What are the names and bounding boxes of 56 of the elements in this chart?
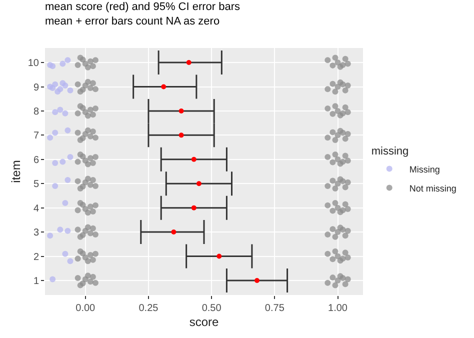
point — [50, 63, 56, 70]
point — [60, 60, 66, 67]
point — [216, 254, 222, 259]
point — [52, 130, 58, 136]
point — [52, 160, 58, 166]
x-tick-label: 0.75 — [264, 303, 285, 314]
point — [186, 60, 192, 66]
point — [62, 250, 68, 257]
x-tick-label: 0.50 — [202, 303, 222, 314]
y-tick-label: 3 — [33, 228, 40, 239]
point — [191, 156, 196, 162]
point — [64, 228, 71, 234]
y-tick-label: 1 — [33, 276, 40, 287]
y-axis-title: item — [9, 160, 24, 183]
point — [54, 88, 61, 95]
x-axis-title: score — [189, 314, 219, 329]
point — [57, 106, 64, 113]
point — [50, 84, 56, 91]
point — [64, 127, 71, 134]
point — [64, 57, 71, 64]
legend-label: Not missing — [409, 183, 456, 194]
y-tick-label: 7 — [33, 130, 40, 142]
y-tick-label: 6 — [33, 154, 40, 166]
point — [67, 258, 74, 264]
point — [50, 276, 56, 282]
legend-label: Missing — [409, 164, 440, 174]
x-tick-label: 0.00 — [76, 303, 96, 314]
point — [52, 183, 58, 190]
point — [57, 226, 64, 233]
y-tick-label: 4 — [33, 203, 40, 214]
y-tick-label: 10 — [28, 58, 40, 70]
y-tick-label: 5 — [33, 179, 40, 190]
point — [62, 110, 68, 116]
point — [178, 132, 184, 138]
y-tick-label: 9 — [33, 82, 40, 94]
y-tick-label: 2 — [33, 252, 40, 263]
point — [196, 181, 202, 186]
point — [161, 84, 166, 90]
point — [64, 176, 71, 183]
y-tick-label: 8 — [33, 106, 40, 118]
x-tick-label: 1.00 — [328, 303, 348, 314]
point — [52, 109, 58, 116]
point — [67, 154, 74, 160]
x-tick-label: 0.25 — [138, 303, 159, 314]
point — [171, 230, 176, 235]
point — [178, 108, 184, 114]
point — [60, 80, 66, 86]
chart-title: mean score (red) and 95% CI error bars mean + error bars count NA as zero — [45, 1, 241, 28]
point — [47, 134, 54, 141]
point — [191, 205, 196, 210]
legend-title: missing — [371, 145, 409, 158]
point — [60, 158, 66, 165]
point — [62, 200, 68, 206]
point — [254, 278, 260, 283]
point — [67, 87, 74, 94]
point — [47, 232, 54, 239]
